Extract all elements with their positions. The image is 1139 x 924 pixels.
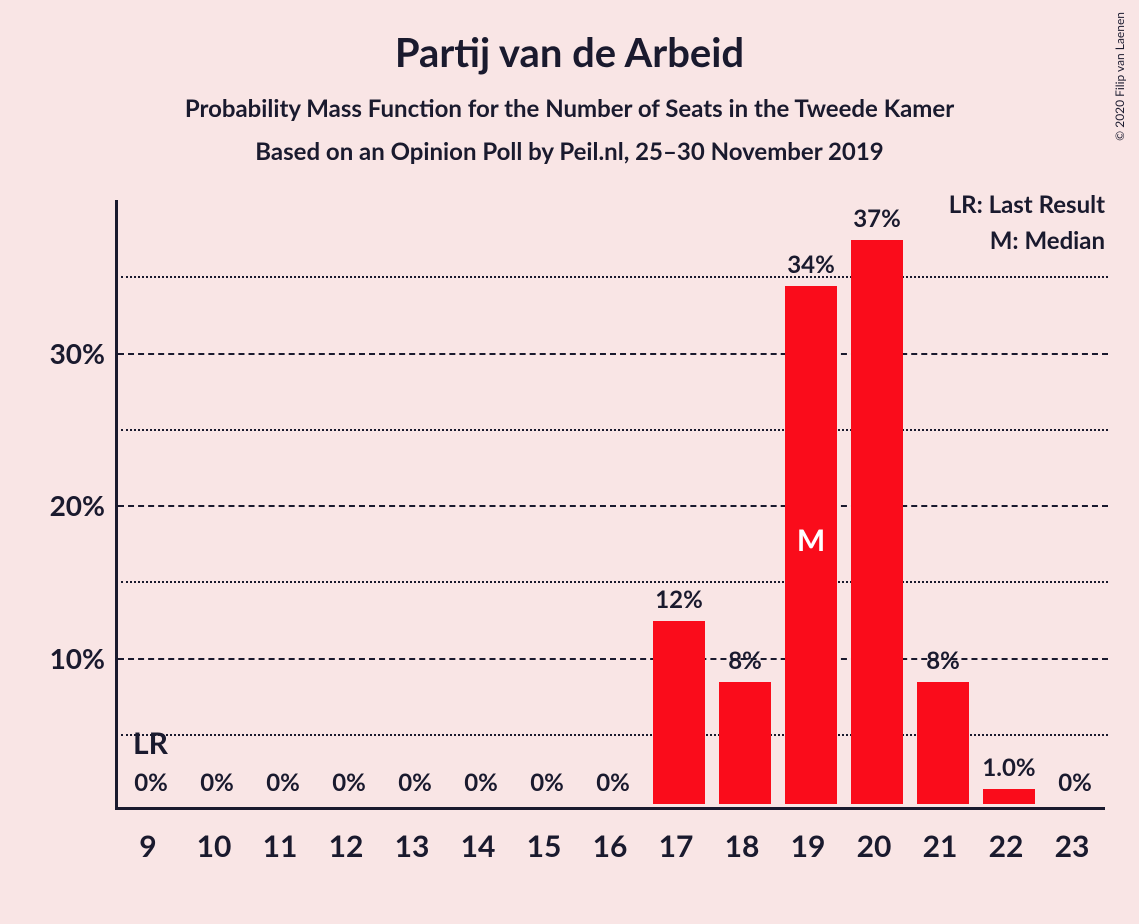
plot-region: 0% 0% 0% 0% 0% 0% 0% 0% 12% 8% 34% 37% 8% 1.0% 0% LR M: [115, 200, 1105, 810]
bar-value-label: 0%: [596, 768, 630, 797]
bar-value-label: 37%: [853, 204, 901, 233]
bar-value-label: 0%: [398, 768, 432, 797]
bar-value-label: 8%: [926, 646, 960, 675]
gridline-minor: [121, 276, 1108, 278]
x-tick-label: 18: [725, 828, 760, 864]
bar-value-label: 0%: [530, 768, 564, 797]
bar-value-label: 34%: [787, 250, 835, 279]
chart-subtitle: Probability Mass Function for the Number…: [0, 94, 1139, 123]
x-tick-label: 19: [791, 828, 826, 864]
copyright-text: © 2020 Filip van Laenen: [1112, 12, 1127, 141]
chart-area: 0% 0% 0% 0% 0% 0% 0% 0% 12% 8% 34% 37% 8% 1.0% 0% LR M 1…: [115, 200, 1105, 810]
bar-value-label: 0%: [332, 768, 366, 797]
bar-value-label: 0%: [200, 768, 234, 797]
x-tick-label: 23: [1055, 828, 1090, 864]
gridline-minor: [121, 581, 1108, 583]
bar-value-label: 12%: [655, 585, 703, 614]
gridline-major: [118, 505, 1108, 507]
y-tick-label: 20%: [50, 488, 105, 522]
bar-value-label: 0%: [1058, 768, 1092, 797]
bar: [851, 240, 904, 804]
y-tick-label: 30%: [50, 336, 105, 370]
bar-value-label: 0%: [266, 768, 300, 797]
x-tick-label: 13: [395, 828, 430, 864]
x-tick-label: 11: [263, 828, 298, 864]
x-tick-label: 15: [527, 828, 562, 864]
x-tick-label: 22: [989, 828, 1024, 864]
chart-subtitle2: Based on an Opinion Poll by Peil.nl, 25–…: [0, 137, 1139, 166]
legend-lr: LR: Last Result: [949, 190, 1105, 219]
chart-title: Partij van de Arbeid: [0, 0, 1139, 76]
median-marker: M: [797, 522, 825, 558]
bar-value-label: 0%: [464, 768, 498, 797]
x-tick-label: 9: [139, 828, 156, 864]
legend-m: M: Median: [990, 226, 1105, 255]
x-tick-label: 16: [593, 828, 628, 864]
bar: [983, 789, 1036, 804]
bar-value-label: 8%: [728, 646, 762, 675]
bar: [917, 682, 970, 804]
x-tick-label: 14: [461, 828, 496, 864]
y-tick-label: 10%: [50, 641, 105, 675]
x-tick-label: 12: [329, 828, 364, 864]
bar-value-label: 1.0%: [982, 753, 1035, 782]
bar: [653, 621, 706, 804]
lr-marker: LR: [133, 725, 168, 761]
gridline-major: [118, 353, 1108, 355]
x-tick-label: 21: [923, 828, 958, 864]
bar-value-label: 0%: [134, 768, 168, 797]
x-tick-label: 17: [659, 828, 694, 864]
x-tick-label: 10: [197, 828, 232, 864]
bar: [719, 682, 772, 804]
x-tick-label: 20: [857, 828, 892, 864]
gridline-minor: [121, 429, 1108, 431]
